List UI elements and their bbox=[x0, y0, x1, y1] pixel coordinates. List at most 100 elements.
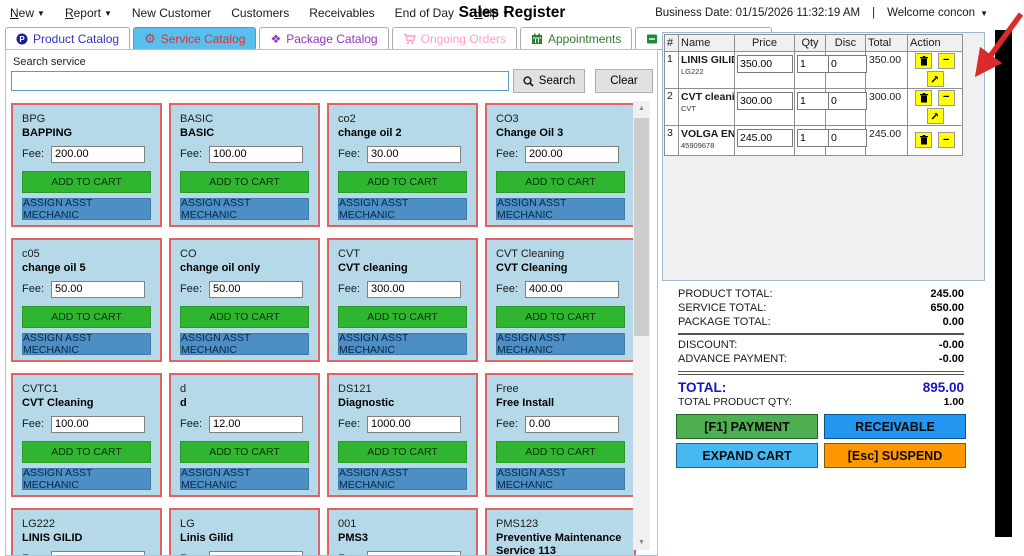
tab-product-catalog[interactable]: P Product Catalog bbox=[5, 27, 131, 50]
menu-end-of-day[interactable]: End of Day bbox=[394, 6, 455, 20]
cart-row-number: 1 bbox=[664, 51, 679, 89]
scroll-up-icon[interactable]: ▲ bbox=[638, 105, 645, 112]
service-name: BASIC bbox=[180, 126, 215, 139]
assign-asst-mechanic-button[interactable]: ASSIGN ASST MECHANIC bbox=[338, 332, 467, 356]
fee-input[interactable] bbox=[209, 280, 304, 298]
payment-button[interactable]: [F1] PAYMENT bbox=[676, 414, 818, 439]
add-to-cart-button[interactable]: ADD TO CART bbox=[22, 305, 151, 328]
menu-help[interactable]: Help ▼ bbox=[474, 6, 510, 20]
cart-qty-input[interactable] bbox=[797, 129, 829, 147]
fee-input[interactable] bbox=[51, 550, 146, 555]
menu-new-customer[interactable]: New Customer bbox=[131, 6, 212, 20]
service-card: 001 PMS3 Fee: ADD TO CART ASSIGN ASST ME… bbox=[327, 508, 478, 555]
cart-row: 2 CVT cleaningCVT 300.00 − bbox=[664, 88, 963, 126]
assign-asst-mechanic-button[interactable]: ASSIGN ASST MECHANIC bbox=[338, 467, 467, 491]
fee-input[interactable] bbox=[51, 280, 146, 298]
scrollbar-thumb[interactable] bbox=[634, 118, 649, 336]
fee-input[interactable] bbox=[209, 550, 304, 555]
assign-asst-mechanic-button[interactable]: ASSIGN ASST MECHANIC bbox=[22, 332, 151, 356]
svg-text:P: P bbox=[19, 34, 25, 43]
scroll-down-icon[interactable]: ▼ bbox=[638, 539, 645, 546]
decrease-qty-button[interactable]: − bbox=[937, 52, 955, 69]
discount-label: DISCOUNT: bbox=[678, 339, 738, 351]
add-to-cart-button[interactable]: ADD TO CART bbox=[180, 170, 309, 193]
menu-customers[interactable]: Customers bbox=[231, 6, 290, 20]
cart-price-input[interactable] bbox=[737, 55, 794, 73]
menu-new[interactable]: New ▼ bbox=[10, 6, 45, 20]
service-code: CVTC1 bbox=[22, 383, 59, 395]
minus-icon: − bbox=[943, 133, 950, 146]
assign-mechanic-button[interactable] bbox=[926, 107, 944, 124]
cart-row-number: 2 bbox=[664, 88, 679, 126]
service-name: CVT Cleaning bbox=[22, 396, 94, 409]
tab-ongoing-orders[interactable]: Ongoing Orders bbox=[391, 27, 517, 50]
assign-asst-mechanic-button[interactable]: ASSIGN ASST MECHANIC bbox=[180, 467, 309, 491]
assign-asst-mechanic-button[interactable]: ASSIGN ASST MECHANIC bbox=[22, 197, 151, 221]
menu-report[interactable]: Report ▼ bbox=[64, 6, 112, 20]
fee-input[interactable] bbox=[209, 145, 304, 163]
expand-cart-button[interactable]: EXPAND CART bbox=[676, 443, 818, 468]
delete-item-button[interactable] bbox=[915, 52, 933, 69]
tab-appointments[interactable]: Appointments bbox=[520, 27, 633, 50]
cart-price-input[interactable] bbox=[737, 92, 794, 110]
fee-input[interactable] bbox=[525, 415, 620, 433]
assign-asst-mechanic-button[interactable]: ASSIGN ASST MECHANIC bbox=[180, 197, 309, 221]
clear-button[interactable]: Clear bbox=[595, 69, 653, 93]
menu-receivables[interactable]: Receivables bbox=[309, 6, 375, 20]
assign-asst-mechanic-button[interactable]: ASSIGN ASST MECHANIC bbox=[496, 197, 625, 221]
fee-input[interactable] bbox=[367, 550, 462, 555]
add-to-cart-button[interactable]: ADD TO CART bbox=[180, 305, 309, 328]
search-input[interactable] bbox=[11, 71, 509, 91]
delete-item-button[interactable] bbox=[915, 132, 933, 149]
add-to-cart-button[interactable]: ADD TO CART bbox=[338, 440, 467, 463]
package-total-label: PACKAGE TOTAL: bbox=[678, 316, 771, 328]
trash-icon bbox=[919, 55, 928, 66]
delete-item-button[interactable] bbox=[915, 89, 933, 106]
double-divider bbox=[678, 371, 964, 375]
cart-qty-input[interactable] bbox=[797, 92, 829, 110]
assign-mechanic-button[interactable] bbox=[926, 70, 944, 87]
fee-input[interactable] bbox=[51, 145, 146, 163]
assign-asst-mechanic-button[interactable]: ASSIGN ASST MECHANIC bbox=[496, 332, 625, 356]
cart-price-input[interactable] bbox=[737, 129, 794, 147]
fee-label: Fee: bbox=[338, 148, 361, 161]
receivable-button[interactable]: RECEIVABLE bbox=[824, 414, 966, 439]
service-code: c05 bbox=[22, 248, 40, 260]
fee-input[interactable] bbox=[367, 280, 462, 298]
cart-disc-input[interactable] bbox=[828, 55, 868, 73]
add-to-cart-button[interactable]: ADD TO CART bbox=[496, 305, 625, 328]
cart-qty-input[interactable] bbox=[797, 55, 829, 73]
suspend-button[interactable]: [Esc] SUSPEND bbox=[824, 443, 966, 468]
fee-input[interactable] bbox=[367, 415, 462, 433]
fee-input[interactable] bbox=[209, 415, 304, 433]
fee-input[interactable] bbox=[525, 280, 620, 298]
tab-package-catalog[interactable]: ❖ Package Catalog bbox=[259, 27, 389, 50]
minus-icon: − bbox=[943, 54, 950, 67]
cart-disc-input[interactable] bbox=[828, 92, 868, 110]
add-to-cart-button[interactable]: ADD TO CART bbox=[496, 440, 625, 463]
fee-input[interactable] bbox=[525, 145, 620, 163]
assign-asst-mechanic-button[interactable]: ASSIGN ASST MECHANIC bbox=[496, 467, 625, 491]
decrease-qty-button[interactable]: − bbox=[937, 132, 955, 149]
add-to-cart-button[interactable]: ADD TO CART bbox=[22, 440, 151, 463]
search-button[interactable]: Search bbox=[513, 69, 585, 93]
add-to-cart-button[interactable]: ADD TO CART bbox=[22, 170, 151, 193]
service-card: BASIC BASIC Fee: ADD TO CART ASSIGN ASST… bbox=[169, 103, 320, 227]
assign-asst-mechanic-button[interactable]: ASSIGN ASST MECHANIC bbox=[180, 332, 309, 356]
vertical-scrollbar[interactable]: ▲ ▼ bbox=[633, 101, 650, 550]
decrease-qty-button[interactable]: − bbox=[937, 89, 955, 106]
welcome-menu[interactable]: Welcome concon ▼ bbox=[887, 7, 988, 19]
add-to-cart-button[interactable]: ADD TO CART bbox=[338, 305, 467, 328]
assign-asst-mechanic-button[interactable]: ASSIGN ASST MECHANIC bbox=[22, 467, 151, 491]
col-price: Price bbox=[734, 34, 795, 52]
col-name: Name bbox=[678, 34, 735, 52]
tab-service-catalog[interactable]: ⚙ Service Catalog bbox=[133, 27, 257, 50]
assign-asst-mechanic-button[interactable]: ASSIGN ASST MECHANIC bbox=[338, 197, 467, 221]
cart-disc-input[interactable] bbox=[828, 129, 868, 147]
fee-input[interactable] bbox=[51, 415, 146, 433]
add-to-cart-button[interactable]: ADD TO CART bbox=[180, 440, 309, 463]
add-to-cart-button[interactable]: ADD TO CART bbox=[496, 170, 625, 193]
fee-input[interactable] bbox=[367, 145, 462, 163]
add-to-cart-button[interactable]: ADD TO CART bbox=[338, 170, 467, 193]
